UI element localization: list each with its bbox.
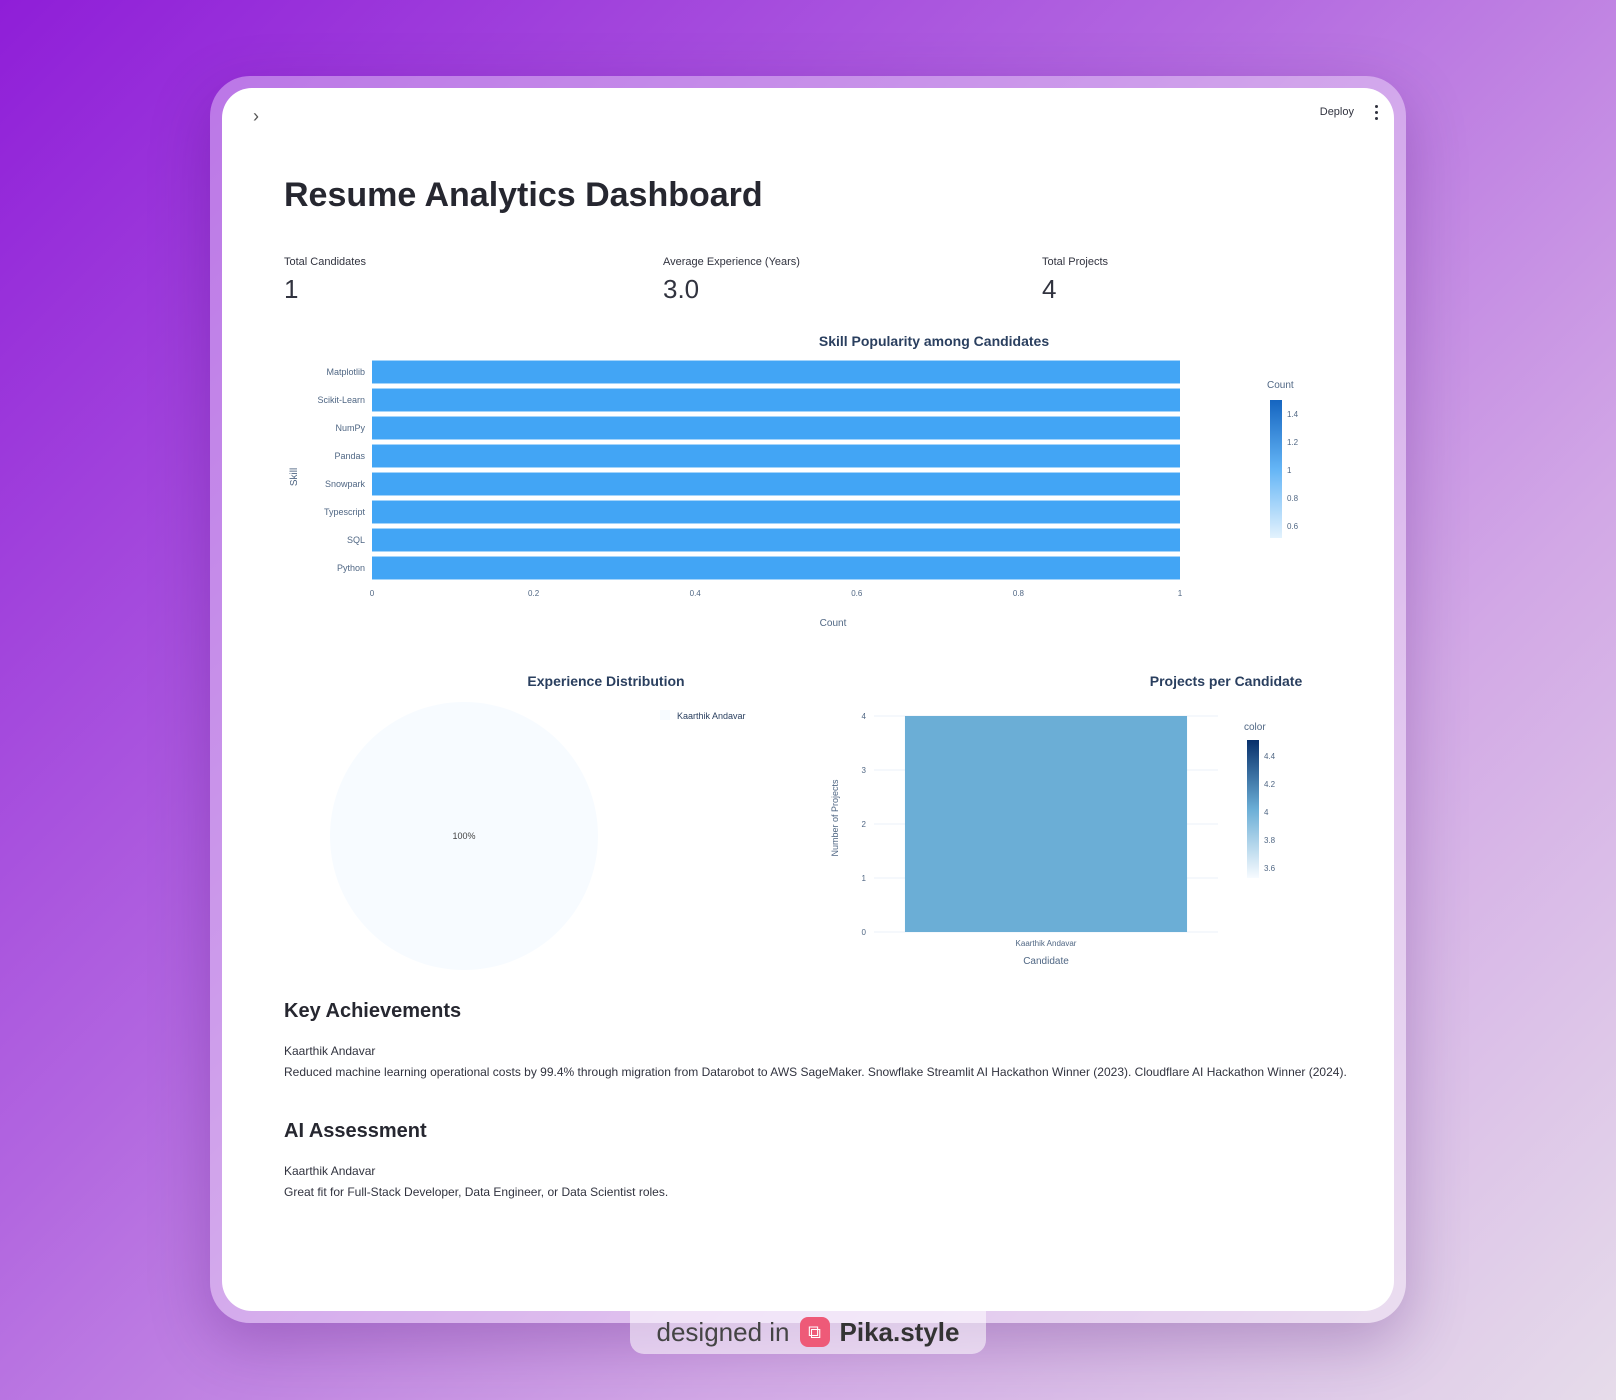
metric-average-experience: Average Experience (Years) 3.0 (663, 256, 800, 305)
key-achievements-title: Key Achievements (284, 1000, 462, 1022)
chevron-right-icon[interactable]: › (253, 106, 259, 126)
colorbar-tick-label: 4.4 (1264, 752, 1276, 761)
metric-label: Average Experience (Years) (663, 256, 800, 268)
deploy-button[interactable]: Deploy (1314, 102, 1360, 122)
colorbar-tick-label: 1.4 (1287, 410, 1299, 419)
watermark-brand: Pika.style (839, 1316, 960, 1347)
chart-title: Projects per Candidate (1150, 673, 1303, 689)
x-tick-label: 0.4 (690, 589, 702, 598)
skill-bar (372, 416, 1180, 440)
y-tick-label: 0 (862, 928, 867, 937)
skill-bar (372, 444, 1180, 468)
legend-swatch (660, 710, 670, 720)
watermark-prefix: designed in (656, 1316, 790, 1347)
colorbar-title: Count (1267, 380, 1294, 391)
pie-slice-label: 100% (452, 831, 475, 841)
x-tick-label: 1 (1178, 589, 1183, 598)
y-tick-label: Matplotlib (326, 367, 365, 377)
legend-label: Kaarthik Andavar (677, 711, 746, 721)
y-tick-label: Typescript (324, 507, 366, 517)
skill-bar (372, 556, 1180, 580)
metric-label: Total Candidates (284, 256, 366, 268)
colorbar-tick-label: 1.2 (1287, 438, 1299, 447)
x-tick-label: 0.2 (528, 589, 540, 598)
y-axis-label: Number of Projects (830, 779, 840, 857)
y-tick-label: 1 (862, 874, 867, 883)
colorbar-tick-label: 3.8 (1264, 836, 1276, 845)
metric-value: 3.0 (663, 274, 700, 304)
y-tick-label: Pandas (334, 451, 365, 461)
colorbar (1270, 400, 1282, 538)
colorbar-tick-label: 0.6 (1287, 522, 1299, 531)
colorbar-title: color (1244, 722, 1266, 733)
colorbar-tick-label: 4.2 (1264, 780, 1276, 789)
page-title: Resume Analytics Dashboard (284, 176, 763, 214)
x-tick-label: 0.8 (1013, 589, 1025, 598)
colorbar-tick-label: 0.8 (1287, 494, 1299, 503)
pie-slice (330, 702, 598, 970)
y-axis-label: Skill (289, 468, 300, 486)
candidate-name: Kaarthik Andavar (284, 1044, 376, 1058)
colorbar-tick-label: 1 (1287, 466, 1292, 475)
x-axis-label: Candidate (1023, 956, 1069, 967)
skill-bar (372, 472, 1180, 496)
metric-value: 1 (284, 274, 299, 304)
metric-total-projects: Total Projects 4 (1042, 256, 1108, 305)
achievements-text: Reduced machine learning operational cos… (284, 1065, 1347, 1079)
pika-logo-icon: ⧉ (799, 1317, 830, 1347)
y-tick-label: Snowpark (325, 479, 366, 489)
colorbar (1247, 740, 1259, 878)
projects-per-candidate-chart: Projects per Candidate 4 3 2 1 0 Kaarthik An… (830, 673, 1303, 967)
y-tick-label: 4 (862, 712, 867, 721)
experience-distribution-chart: Experience Distribution 100% Kaarthik An… (330, 673, 746, 970)
skill-popularity-chart: Skill Popularity among Candidates Matplo… (289, 333, 1299, 629)
ai-assessment-title: AI Assessment (284, 1120, 427, 1142)
metric-total-candidates: Total Candidates 1 (284, 256, 366, 305)
x-tick-label: 0 (370, 589, 375, 598)
metric-value: 4 (1042, 274, 1057, 304)
y-tick-label: 3 (862, 766, 867, 775)
chart-title: Experience Distribution (527, 673, 684, 689)
colorbar-tick-label: 4 (1264, 808, 1269, 817)
x-tick-label: 0.6 (851, 589, 863, 598)
colorbar-tick-label: 3.6 (1264, 864, 1276, 873)
app-window: › Deploy Resume Analytics Dashboard Tota… (222, 88, 1394, 1311)
y-tick-label: NumPy (335, 423, 365, 433)
skill-bar (372, 528, 1180, 552)
skill-bar (372, 360, 1180, 384)
y-tick-label: SQL (347, 535, 365, 545)
assessment-text: Great fit for Full-Stack Developer, Data… (284, 1185, 669, 1199)
y-tick-label: 2 (862, 820, 867, 829)
candidate-name: Kaarthik Andavar (284, 1164, 376, 1178)
skill-bar (372, 388, 1180, 412)
y-tick-label: Python (337, 563, 365, 573)
x-tick-label: Kaarthik Andavar (1016, 939, 1077, 948)
y-tick-label: Scikit-Learn (317, 395, 365, 405)
metric-label: Total Projects (1042, 256, 1109, 268)
kebab-menu-icon[interactable] (1368, 102, 1384, 122)
chart-title: Skill Popularity among Candidates (819, 333, 1049, 349)
x-axis-label: Count (820, 618, 847, 629)
watermark: designed in ⧉ Pika.style (630, 1310, 986, 1354)
skill-bar (372, 500, 1180, 524)
project-bar (904, 716, 1188, 932)
